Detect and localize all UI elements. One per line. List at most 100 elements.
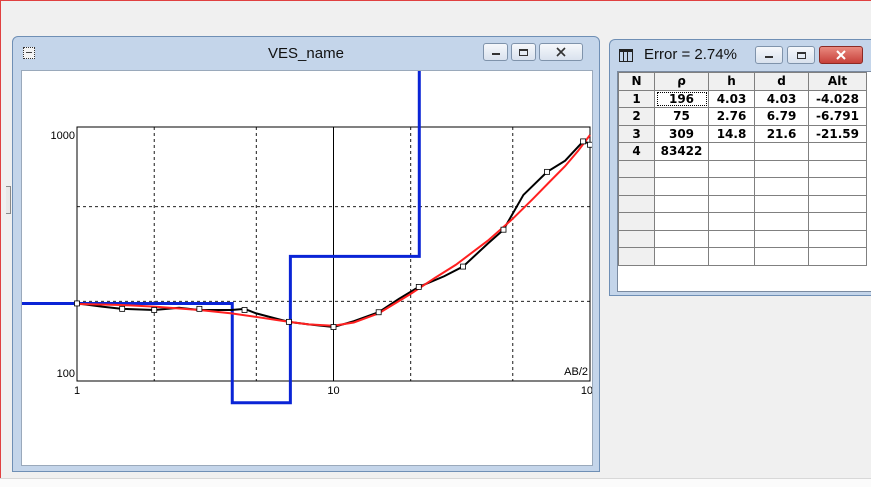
observed-data-point[interactable] xyxy=(241,307,248,313)
ves-sounding-chart[interactable]: 1 10 100 1000 100 AB/2 xyxy=(22,71,592,465)
thickness-cell[interactable] xyxy=(708,194,755,213)
observed-data-point[interactable] xyxy=(285,318,292,325)
altitude-cell[interactable]: -21.59 xyxy=(808,124,867,143)
depth-cell[interactable] xyxy=(754,212,809,231)
observed-data-point[interactable] xyxy=(460,263,466,270)
row-number[interactable] xyxy=(618,159,655,178)
altitude-cell[interactable] xyxy=(808,247,867,266)
row-number[interactable]: 1 xyxy=(618,89,655,108)
table-row[interactable] xyxy=(618,247,867,266)
table-window-icon[interactable] xyxy=(619,49,633,62)
ves-window[interactable]: VES_name 1 10 100 1000 100 AB/2 xyxy=(12,36,600,472)
error-close-button[interactable] xyxy=(819,46,863,64)
ves-chart-area[interactable]: 1 10 100 1000 100 AB/2 xyxy=(21,70,593,466)
altitude-cell[interactable] xyxy=(808,159,867,178)
resistivity-cell[interactable]: 75 xyxy=(654,107,709,126)
depth-cell[interactable] xyxy=(754,159,809,178)
depth-cell[interactable]: 4.03 xyxy=(754,89,809,108)
table-row[interactable] xyxy=(618,229,867,248)
thickness-cell[interactable]: 14.8 xyxy=(708,124,755,143)
depth-cell[interactable]: 21.6 xyxy=(754,124,809,143)
column-header-alt[interactable]: Alt xyxy=(808,72,867,91)
row-number[interactable] xyxy=(618,177,655,196)
resistivity-cell[interactable]: 83422 xyxy=(654,142,709,161)
resistivity-cell[interactable] xyxy=(654,247,709,266)
observed-data-point[interactable] xyxy=(196,305,203,312)
thickness-cell[interactable]: 4.03 xyxy=(708,89,755,108)
table-row[interactable] xyxy=(618,177,867,196)
depth-cell[interactable] xyxy=(754,229,809,248)
graph-window-icon[interactable] xyxy=(23,47,35,59)
depth-cell[interactable] xyxy=(754,247,809,266)
thickness-cell[interactable]: 2.76 xyxy=(708,107,755,126)
observed-data-point[interactable] xyxy=(151,307,158,313)
resistivity-cell[interactable] xyxy=(654,159,709,178)
thickness-cell[interactable] xyxy=(708,177,755,196)
row-number[interactable] xyxy=(618,247,655,266)
table-row[interactable] xyxy=(618,194,867,213)
x-axis-label: AB/2 xyxy=(564,366,588,378)
table-row[interactable] xyxy=(618,212,867,231)
resistivity-cell[interactable]: 309 xyxy=(654,124,709,143)
error-window[interactable]: Error = 2.74% N ρ h d Alt 1 196 4.03 4. xyxy=(609,39,871,296)
thickness-cell[interactable] xyxy=(708,142,755,161)
thickness-cell[interactable] xyxy=(708,159,755,178)
observed-data-point[interactable] xyxy=(375,309,382,316)
table-row[interactable]: 2 75 2.76 6.79 -6.791 xyxy=(618,107,867,126)
altitude-cell[interactable] xyxy=(808,177,867,196)
row-number[interactable]: 2 xyxy=(618,107,655,126)
altitude-cell[interactable] xyxy=(808,229,867,248)
observed-data-point[interactable] xyxy=(330,324,337,330)
observed-data-point[interactable] xyxy=(74,300,80,307)
depth-cell[interactable] xyxy=(754,142,809,161)
layers-table[interactable]: N ρ h d Alt 1 196 4.03 4.03 -4.028 2 75 2.76 6.7… xyxy=(618,72,867,266)
observed-data-point[interactable] xyxy=(119,305,126,312)
observed-data-point[interactable] xyxy=(580,138,587,145)
error-window-title: Error = 2.74% xyxy=(644,46,737,63)
observed-data-point[interactable] xyxy=(544,168,550,175)
altitude-cell[interactable] xyxy=(808,194,867,213)
column-header-d[interactable]: d xyxy=(754,72,809,91)
depth-cell[interactable]: 6.79 xyxy=(754,107,809,126)
error-minimize-button[interactable] xyxy=(755,46,783,64)
thickness-cell[interactable] xyxy=(708,212,755,231)
row-number[interactable]: 4 xyxy=(618,142,655,161)
row-number[interactable] xyxy=(618,194,655,213)
resistivity-cell[interactable] xyxy=(654,229,709,248)
row-number[interactable]: 3 xyxy=(618,124,655,143)
thickness-cell[interactable] xyxy=(708,247,755,266)
ves-close-button[interactable] xyxy=(539,43,583,61)
observed-data-point[interactable] xyxy=(500,226,507,233)
table-header-row: N ρ h d Alt xyxy=(618,72,867,91)
column-header-n[interactable]: N xyxy=(618,72,655,91)
resistivity-cell[interactable]: 196 xyxy=(654,89,709,108)
ves-window-title: VES_name xyxy=(268,45,344,62)
thickness-cell[interactable] xyxy=(708,229,755,248)
table-row[interactable]: 4 83422 xyxy=(618,142,867,161)
altitude-cell[interactable] xyxy=(808,142,867,161)
table-row[interactable]: 3 309 14.8 21.6 -21.59 xyxy=(618,124,867,143)
ves-minimize-button[interactable] xyxy=(483,43,508,61)
ves-window-titlebar[interactable]: VES_name xyxy=(13,37,599,69)
depth-cell[interactable] xyxy=(754,177,809,196)
observed-data-point[interactable] xyxy=(587,141,593,148)
table-row[interactable]: 1 196 4.03 4.03 -4.028 xyxy=(618,89,867,108)
ves-maximize-button[interactable] xyxy=(511,43,536,61)
depth-cell[interactable] xyxy=(754,194,809,213)
altitude-cell[interactable] xyxy=(808,212,867,231)
row-number[interactable] xyxy=(618,229,655,248)
table-row[interactable] xyxy=(618,159,867,178)
error-maximize-button[interactable] xyxy=(787,46,815,64)
observed-data-point[interactable] xyxy=(415,284,422,290)
column-header-h[interactable]: h xyxy=(708,72,755,91)
layers-table-grid[interactable]: N ρ h d Alt 1 196 4.03 4.03 -4.028 2 75 2.76 6.7… xyxy=(617,71,871,292)
altitude-cell[interactable]: -4.028 xyxy=(808,89,867,108)
close-icon xyxy=(540,44,582,60)
resistivity-cell[interactable] xyxy=(654,177,709,196)
splitter-handle[interactable] xyxy=(6,186,11,214)
altitude-cell[interactable]: -6.791 xyxy=(808,107,867,126)
row-number[interactable] xyxy=(618,212,655,231)
column-header-rho[interactable]: ρ xyxy=(654,72,709,91)
resistivity-cell[interactable] xyxy=(654,212,709,231)
resistivity-cell[interactable] xyxy=(654,194,709,213)
